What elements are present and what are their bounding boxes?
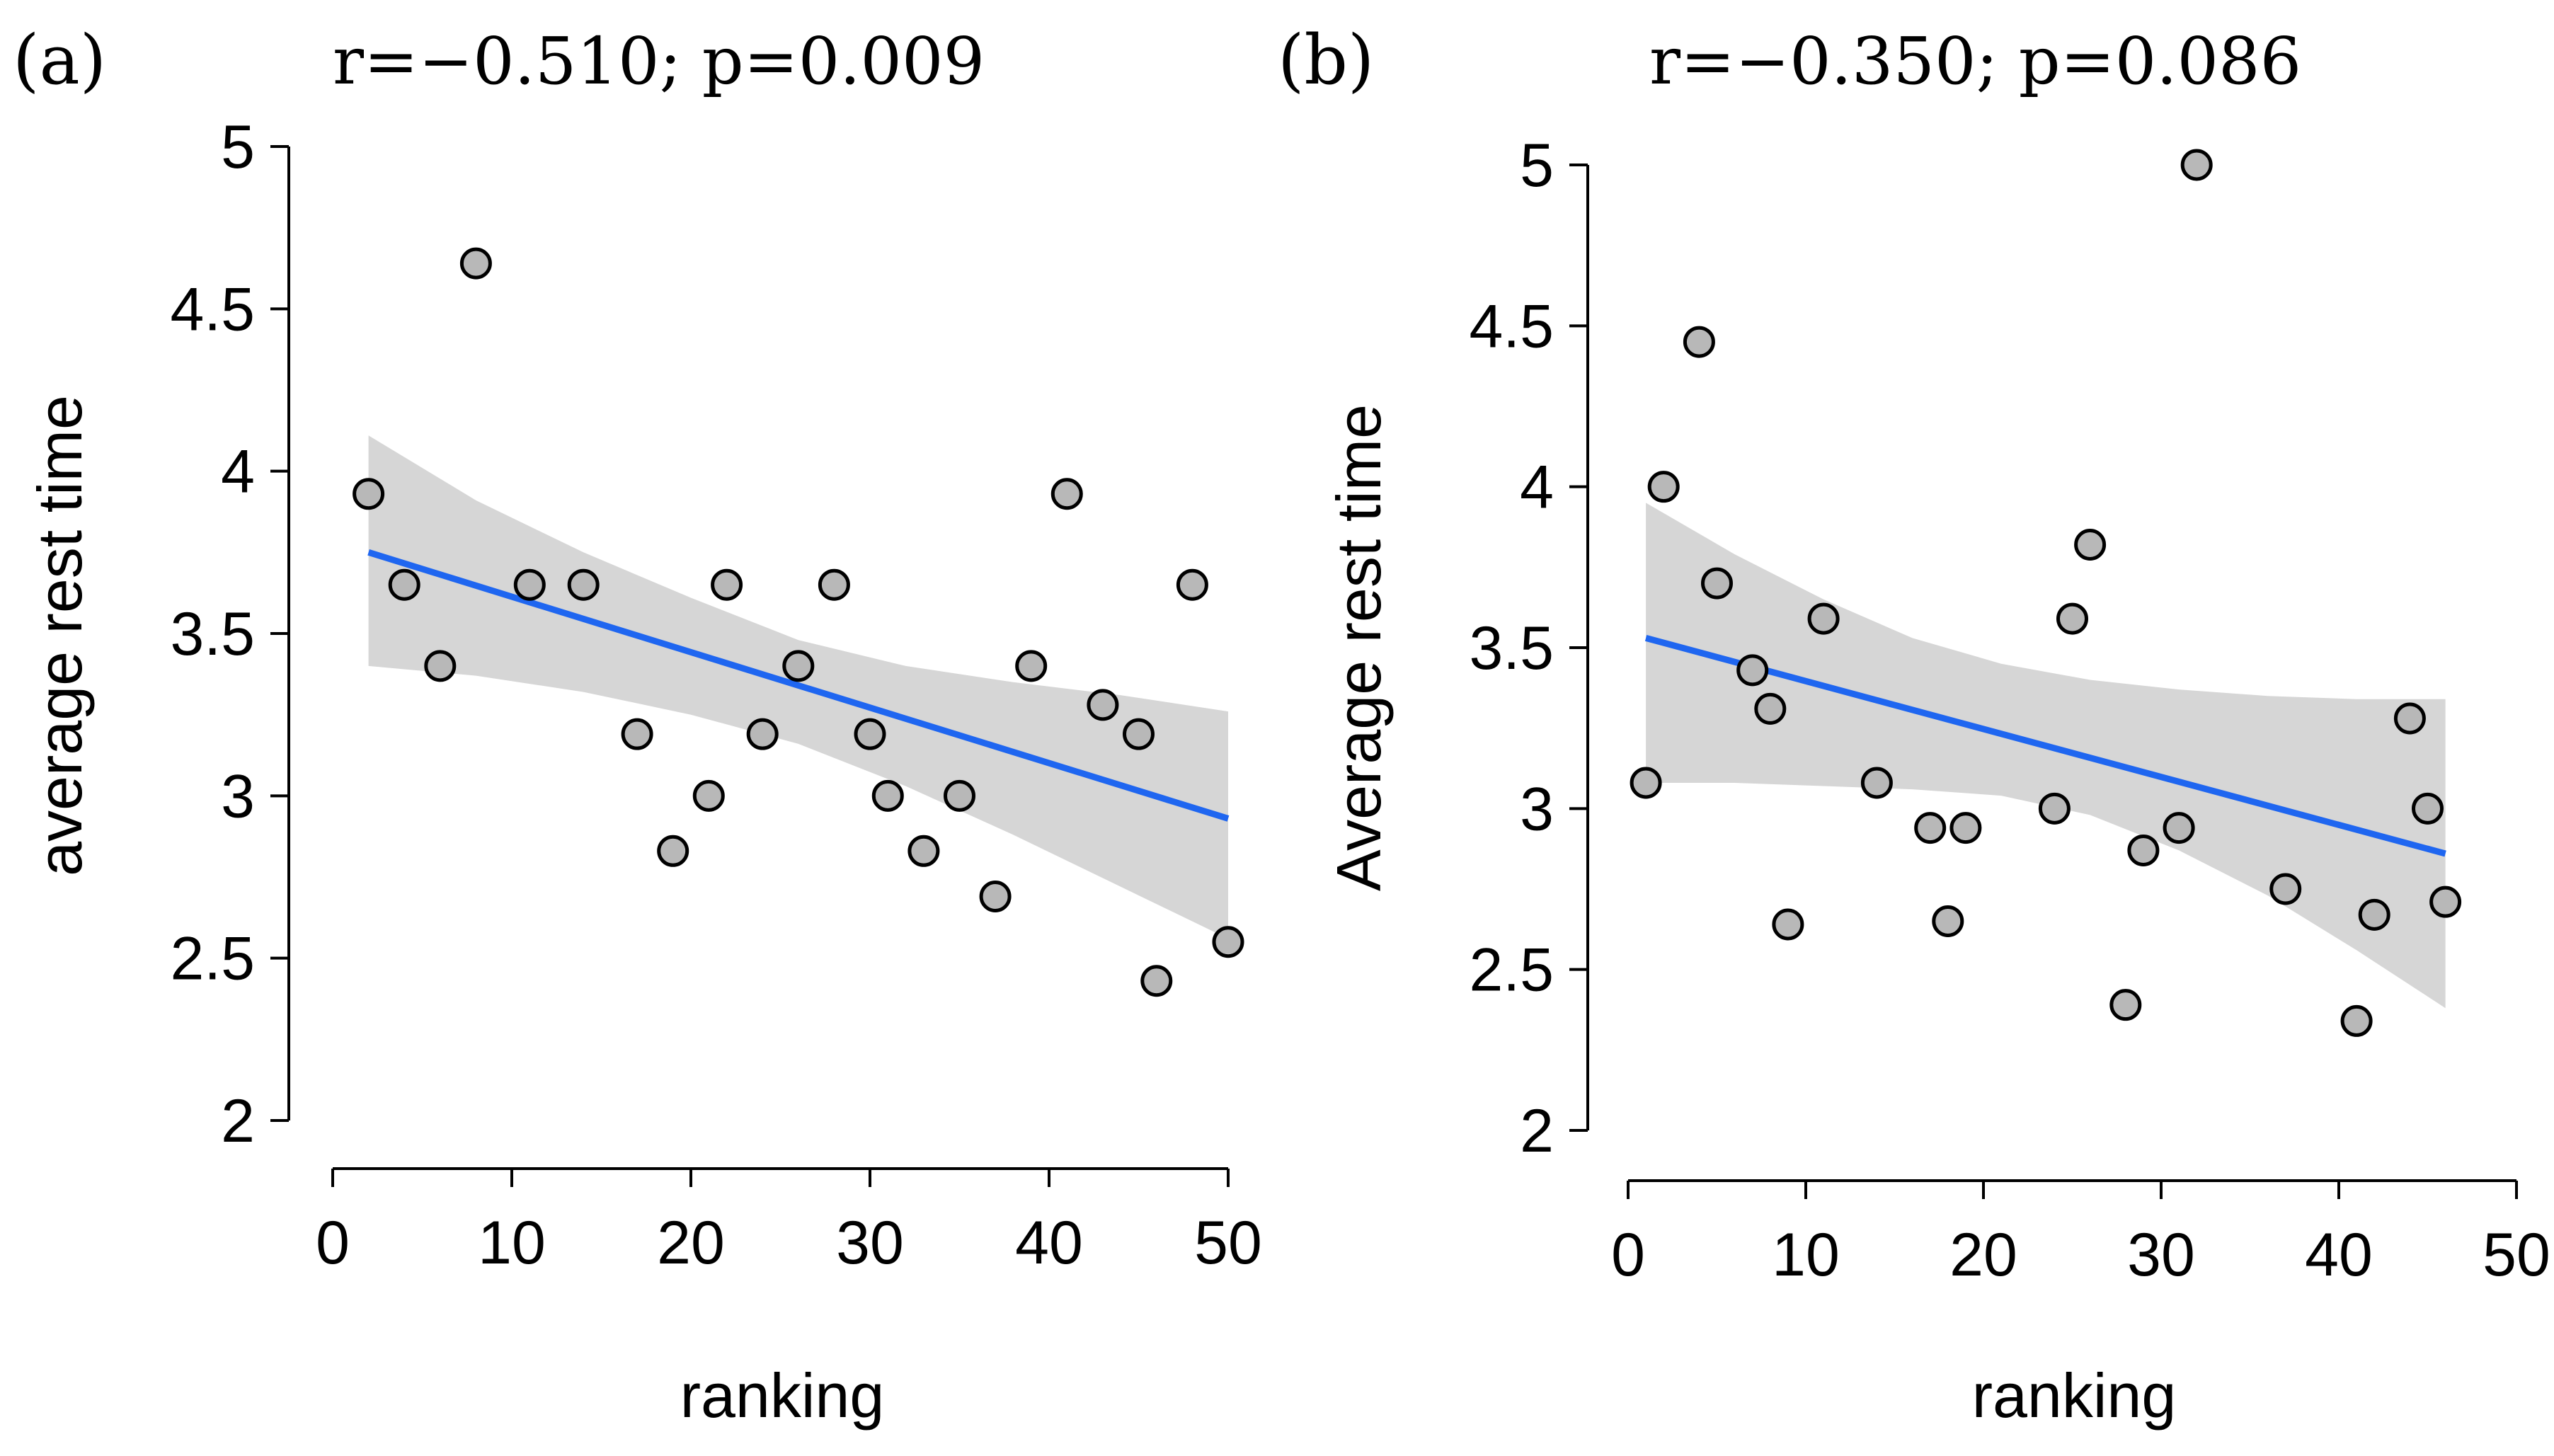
- x-axis-title: ranking: [1972, 1360, 2177, 1431]
- panel-b: (b) r=−0.350; p=0.086 22.533.544.550 10 20…: [1278, 21, 2550, 1431]
- plot-area: [1630, 149, 2462, 1037]
- data-point: [2340, 1004, 2373, 1037]
- y-tick-label: 3.5: [1469, 614, 1554, 682]
- x-tick-label: 30: [836, 1209, 904, 1277]
- y-axis-title: average rest time: [25, 395, 95, 876]
- data-point: [459, 247, 492, 280]
- data-point: [746, 718, 779, 750]
- data-point: [1914, 812, 1947, 844]
- x-tick-label: 20: [1949, 1221, 2017, 1289]
- y-axis-title: Average rest time: [1324, 404, 1394, 891]
- x-tick-label: 0: [316, 1209, 350, 1277]
- data-point: [1647, 471, 1680, 503]
- y-tick-label: 5: [221, 113, 255, 181]
- y-tick-label: 3.5: [170, 600, 255, 668]
- data-point: [1140, 965, 1173, 997]
- data-point: [1050, 478, 1083, 510]
- data-point: [424, 650, 457, 682]
- data-point: [2393, 702, 2426, 735]
- x-tick-label: 50: [1194, 1209, 1262, 1277]
- data-point: [1683, 326, 1715, 358]
- data-point: [1772, 908, 1804, 941]
- data-point: [2269, 873, 2302, 905]
- y-tick-label: 4: [221, 438, 255, 506]
- data-point: [1754, 692, 1787, 725]
- data-point: [353, 478, 385, 510]
- data-point: [1015, 650, 1048, 682]
- data-point: [871, 779, 904, 812]
- data-point: [1736, 654, 1769, 687]
- x-tick-label: 20: [657, 1209, 725, 1277]
- data-point: [2412, 792, 2444, 825]
- data-point: [1701, 567, 1733, 600]
- y-tick-label: 5: [1520, 132, 1554, 200]
- x-tick-label: 50: [2483, 1221, 2550, 1289]
- y-tick-label: 4: [1520, 454, 1554, 522]
- panel-a: (a) r=−0.510; p=0.009 22.533.544.550 10 20…: [13, 21, 1262, 1431]
- data-point: [907, 835, 940, 867]
- data-point: [979, 881, 1012, 913]
- data-point: [2358, 898, 2390, 931]
- data-point: [944, 779, 975, 812]
- data-point: [2429, 885, 2462, 918]
- axes: 22.533.544.550 10 20 30 40 50: [1469, 132, 2550, 1289]
- x-tick-label: 40: [2305, 1221, 2373, 1289]
- stats-label: r=−0.350; p=0.086: [1649, 23, 2301, 99]
- axes: 22.533.544.550 10 20 30 40 50: [170, 113, 1261, 1277]
- y-tick-label: 4.5: [170, 275, 255, 343]
- panel-label: (a): [13, 21, 106, 100]
- y-tick-label: 3: [221, 762, 255, 830]
- data-point: [854, 718, 886, 750]
- y-tick-label: 2: [1520, 1097, 1554, 1165]
- data-point: [1176, 568, 1208, 601]
- confidence-band: [1646, 503, 2446, 1009]
- data-point: [1212, 926, 1244, 958]
- data-point: [692, 779, 725, 812]
- x-tick-label: 10: [1772, 1221, 1840, 1289]
- regression-line: [367, 549, 1230, 822]
- x-axis-title: ranking: [680, 1360, 885, 1431]
- data-point: [2038, 792, 2071, 825]
- plot-area: [353, 247, 1244, 997]
- panel-label: (b): [1278, 21, 1374, 100]
- data-point: [2127, 834, 2160, 866]
- x-tick-label: 40: [1015, 1209, 1083, 1277]
- data-point: [1630, 767, 1662, 799]
- data-point: [513, 568, 546, 601]
- stats-label: r=−0.510; p=0.009: [333, 23, 985, 99]
- data-point: [1123, 718, 1155, 750]
- data-point: [2109, 989, 2142, 1021]
- y-tick-label: 2: [221, 1087, 255, 1155]
- data-point: [2074, 529, 2107, 561]
- data-point: [1932, 905, 1964, 937]
- data-point: [388, 568, 420, 601]
- data-point: [1087, 689, 1119, 721]
- data-point: [567, 568, 600, 601]
- regression-line: [1644, 635, 2446, 857]
- data-point: [1807, 602, 1840, 635]
- y-tick-label: 4.5: [1469, 292, 1554, 360]
- x-tick-label: 10: [478, 1209, 546, 1277]
- data-point: [2056, 602, 2088, 635]
- y-tick-label: 2.5: [1469, 936, 1554, 1004]
- data-point: [621, 718, 653, 750]
- x-tick-label: 30: [2127, 1221, 2195, 1289]
- x-tick-label: 0: [1611, 1221, 1645, 1289]
- data-point: [818, 568, 850, 601]
- y-tick-label: 3: [1520, 775, 1554, 843]
- data-point: [2180, 149, 2213, 181]
- data-point: [711, 568, 743, 601]
- data-point: [1949, 812, 1982, 844]
- data-point: [1860, 767, 1893, 799]
- y-tick-label: 2.5: [170, 925, 255, 993]
- data-point: [2163, 812, 2195, 844]
- data-point: [782, 650, 815, 682]
- data-point: [657, 835, 689, 867]
